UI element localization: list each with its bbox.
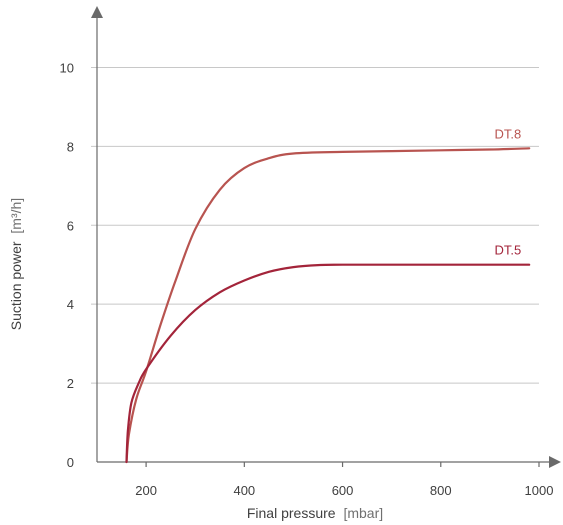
series-lines [125,147,531,464]
x-axis-title-name: Final pressure [247,505,336,521]
y-tick-label-4: 4 [67,297,74,312]
y-tick-label-8: 8 [67,139,74,154]
y-tick-label-2: 2 [67,376,74,391]
x-tick-label-200: 200 [135,483,157,498]
series-line-dt-8 [125,147,531,464]
y-tick-label-10: 10 [60,60,74,75]
series-line-dt-5 [125,263,531,464]
y-tick-labels: 0 2 4 6 8 10 [60,60,74,470]
y-axis-title: Suction power [m³/h] [8,198,24,330]
x-tick-label-800: 800 [430,483,452,498]
x-axis-title: Final pressure [mbar] [247,505,383,521]
gridlines [91,66,539,384]
y-tick-label-0: 0 [67,455,74,470]
x-tick-labels: 200 400 600 800 1000 [135,462,553,498]
x-axis-title-unit: [mbar] [343,505,383,521]
x-tick-label-400: 400 [233,483,255,498]
x-tick-label-1000: 1000 [525,483,554,498]
x-tick-label-600: 600 [332,483,354,498]
series-label-dt-8: DT.8 [494,126,521,141]
y-axis-title-unit: [m³/h] [8,198,24,234]
series-labels: DT.8 DT.5 [494,126,521,257]
y-tick-label-6: 6 [67,218,74,233]
series-label-dt-5: DT.5 [494,243,521,258]
y-axis-title-name: Suction power [8,241,24,330]
